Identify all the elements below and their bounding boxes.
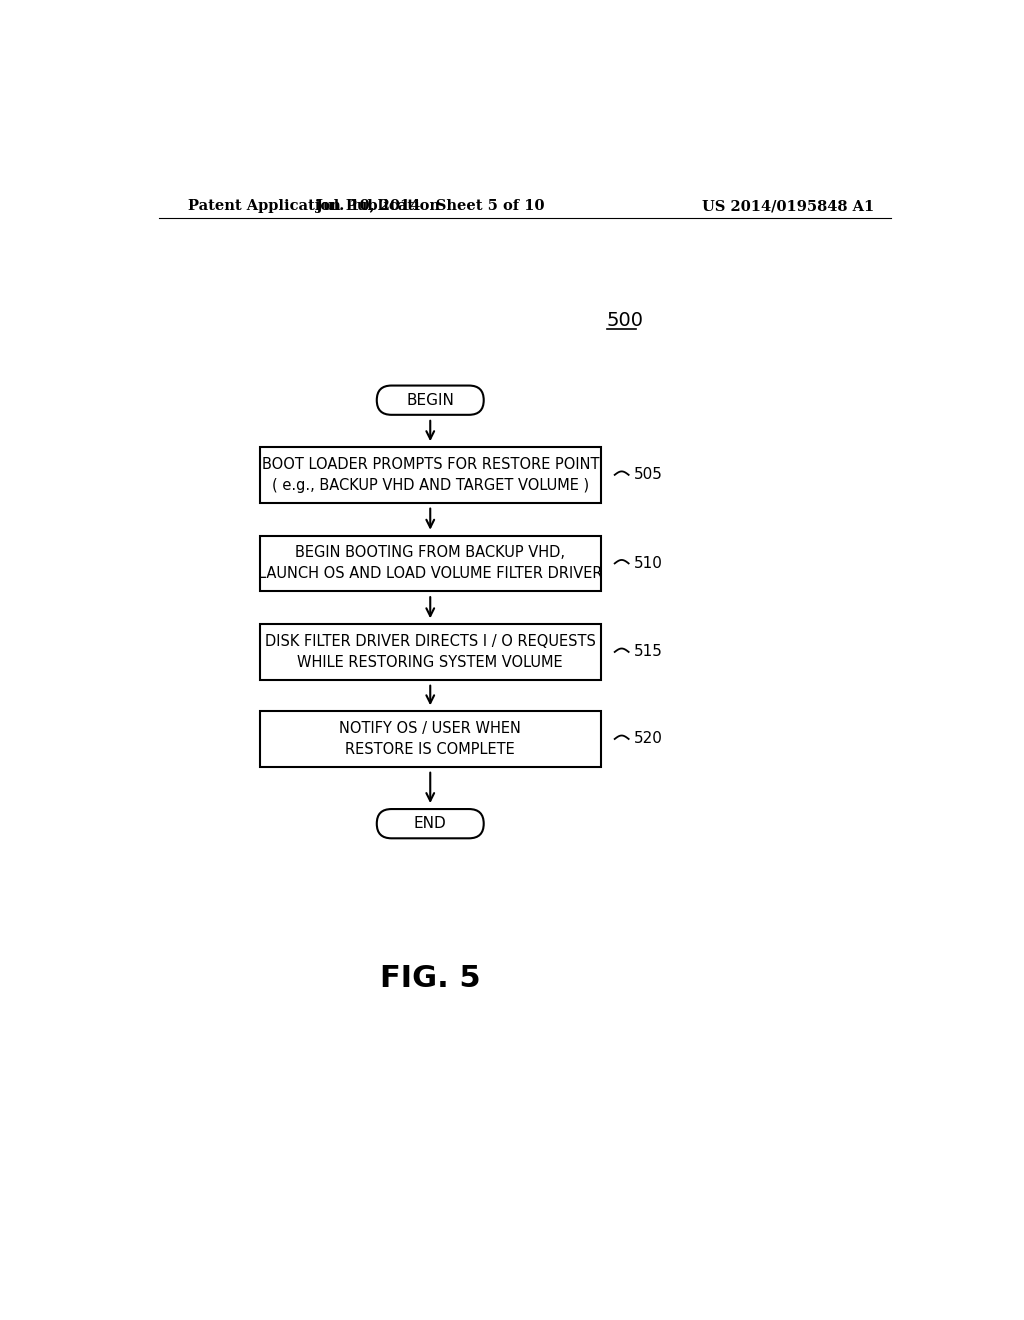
Text: 505: 505: [634, 467, 663, 482]
FancyBboxPatch shape: [377, 809, 483, 838]
Text: END: END: [414, 816, 446, 832]
Text: FIG. 5: FIG. 5: [380, 964, 480, 993]
FancyBboxPatch shape: [377, 385, 483, 414]
Text: Jul. 10, 2014   Sheet 5 of 10: Jul. 10, 2014 Sheet 5 of 10: [316, 199, 545, 213]
Text: 500: 500: [607, 310, 644, 330]
Text: Patent Application Publication: Patent Application Publication: [188, 199, 440, 213]
Text: 515: 515: [634, 644, 663, 660]
Text: BEGIN: BEGIN: [407, 392, 455, 408]
Text: DISK FILTER DRIVER DIRECTS I / O REQUESTS
WHILE RESTORING SYSTEM VOLUME: DISK FILTER DRIVER DIRECTS I / O REQUEST…: [265, 634, 596, 671]
Bar: [260, 624, 601, 680]
Text: 510: 510: [634, 556, 663, 572]
Text: NOTIFY OS / USER WHEN
RESTORE IS COMPLETE: NOTIFY OS / USER WHEN RESTORE IS COMPLET…: [339, 721, 521, 756]
Text: BOOT LOADER PROMPTS FOR RESTORE POINT
( e.g., BACKUP VHD AND TARGET VOLUME ): BOOT LOADER PROMPTS FOR RESTORE POINT ( …: [261, 457, 599, 492]
Text: BEGIN BOOTING FROM BACKUP VHD,
LAUNCH OS AND LOAD VOLUME FILTER DRIVER: BEGIN BOOTING FROM BACKUP VHD, LAUNCH OS…: [258, 545, 602, 581]
Bar: [260, 711, 601, 767]
Text: US 2014/0195848 A1: US 2014/0195848 A1: [701, 199, 873, 213]
Bar: [260, 447, 601, 503]
Bar: [260, 536, 601, 591]
Text: 520: 520: [634, 731, 663, 747]
